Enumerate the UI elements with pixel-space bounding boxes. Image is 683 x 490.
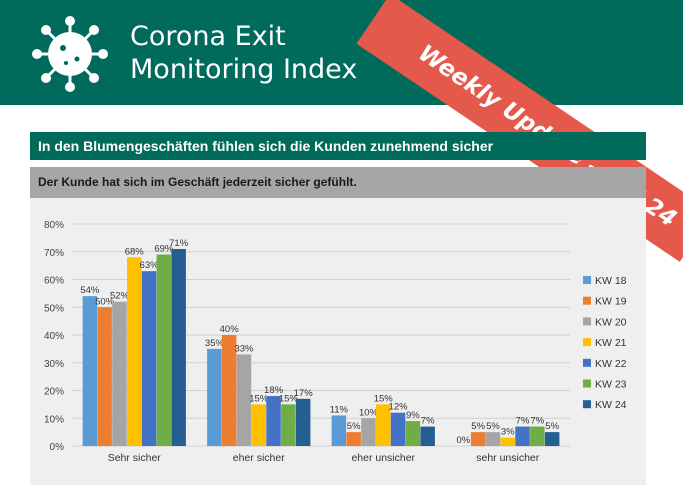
bar <box>127 257 142 446</box>
bar <box>346 432 361 446</box>
bar <box>97 307 112 446</box>
bar <box>500 437 515 446</box>
bar <box>530 426 545 446</box>
bar <box>470 432 486 446</box>
data-label: 63% <box>140 260 160 271</box>
subtitle-bar: In den Blumengeschäften fühlen sich die … <box>30 132 646 160</box>
legend-label: KW 22 <box>595 358 627 370</box>
data-label: 0% <box>456 435 470 446</box>
bar <box>281 404 296 446</box>
data-label: 7% <box>530 416 544 427</box>
data-label: 15% <box>249 393 269 404</box>
y-tick-label: 10% <box>44 414 64 425</box>
bar <box>390 412 406 446</box>
bar <box>361 418 376 446</box>
bar <box>331 415 347 446</box>
x-tick-label: sehr unsicher <box>476 452 540 464</box>
bar <box>266 396 281 446</box>
y-tick-label: 20% <box>44 387 64 398</box>
data-label: 15% <box>279 393 299 404</box>
chart-title: Der Kunde hat sich im Geschäft jederzeit… <box>38 175 357 189</box>
data-label: 40% <box>220 324 240 335</box>
data-label: 7% <box>421 416 435 427</box>
bar-chart: 0%10%20%30%40%50%60%70%80%54%50%52%68%63… <box>44 220 627 464</box>
bar <box>485 432 501 446</box>
legend-swatch <box>583 317 591 326</box>
data-label: 5% <box>471 421 485 432</box>
header-title-line1: Corona Exit <box>130 21 286 52</box>
legend-label: KW 18 <box>595 275 627 287</box>
legend-swatch <box>583 400 591 409</box>
subtitle-text: In den Blumengeschäften fühlen sich die … <box>38 138 494 154</box>
bar <box>405 421 421 446</box>
data-label: 9% <box>406 410 420 421</box>
data-label: 5% <box>545 421 559 432</box>
legend-swatch <box>583 358 591 367</box>
data-label: 7% <box>516 416 530 427</box>
data-label: 69% <box>154 244 174 255</box>
header-title-line2: Monitoring Index <box>130 54 358 85</box>
bar <box>171 248 186 446</box>
y-tick-label: 60% <box>44 276 64 287</box>
data-label: 18% <box>264 385 284 396</box>
bar <box>156 254 172 446</box>
bar <box>544 432 560 446</box>
legend-swatch <box>583 296 591 305</box>
bar <box>221 335 237 446</box>
legend-label: KW 21 <box>595 337 627 349</box>
virus-icon <box>32 16 108 92</box>
data-label: 35% <box>205 338 225 349</box>
y-tick-label: 70% <box>44 248 64 259</box>
bar <box>236 354 252 446</box>
legend-swatch <box>583 338 591 347</box>
header-title: Corona Exit Monitoring Index <box>130 20 357 86</box>
bar <box>141 271 157 446</box>
legend-swatch <box>583 379 591 388</box>
header-banner: Corona Exit Monitoring Index Weekly Upda… <box>0 0 683 262</box>
y-tick-label: 40% <box>44 331 64 342</box>
bar <box>515 426 530 446</box>
x-tick-label: eher sicher <box>233 452 285 464</box>
data-label: 11% <box>330 404 349 415</box>
chart-title-bar: Der Kunde hat sich im Geschäft jederzeit… <box>30 167 646 198</box>
legend-label: KW 23 <box>595 379 627 391</box>
data-label: 10% <box>359 407 379 418</box>
bar <box>295 398 311 446</box>
data-label: 17% <box>294 388 314 399</box>
data-label: 5% <box>486 421 500 432</box>
legend-label: KW 24 <box>595 399 627 411</box>
data-label: 5% <box>347 421 361 432</box>
bar <box>82 296 98 446</box>
bar <box>420 426 435 446</box>
bar <box>376 404 391 446</box>
y-tick-label: 30% <box>44 359 64 370</box>
data-label: 52% <box>110 291 130 302</box>
data-label: 50% <box>95 296 115 307</box>
x-tick-label: eher unsicher <box>351 452 415 464</box>
y-tick-label: 80% <box>44 220 64 231</box>
bar <box>207 348 222 446</box>
x-tick-label: Sehr sicher <box>108 452 162 464</box>
legend-label: KW 20 <box>595 316 627 328</box>
data-label: 12% <box>389 402 409 413</box>
data-label: 3% <box>501 427 515 438</box>
legend-label: KW 19 <box>595 296 627 308</box>
bar <box>251 404 266 446</box>
y-tick-label: 0% <box>50 442 65 453</box>
data-label: 15% <box>374 393 394 404</box>
bar <box>112 301 127 446</box>
data-label: 33% <box>234 343 254 354</box>
data-label: 68% <box>125 246 145 257</box>
data-label: 71% <box>169 238 189 249</box>
legend-swatch <box>583 276 591 284</box>
data-label: 54% <box>80 285 100 296</box>
chart-panel: Der Kunde hat sich im Geschäft jederzeit… <box>30 167 646 485</box>
y-tick-label: 50% <box>44 303 64 314</box>
